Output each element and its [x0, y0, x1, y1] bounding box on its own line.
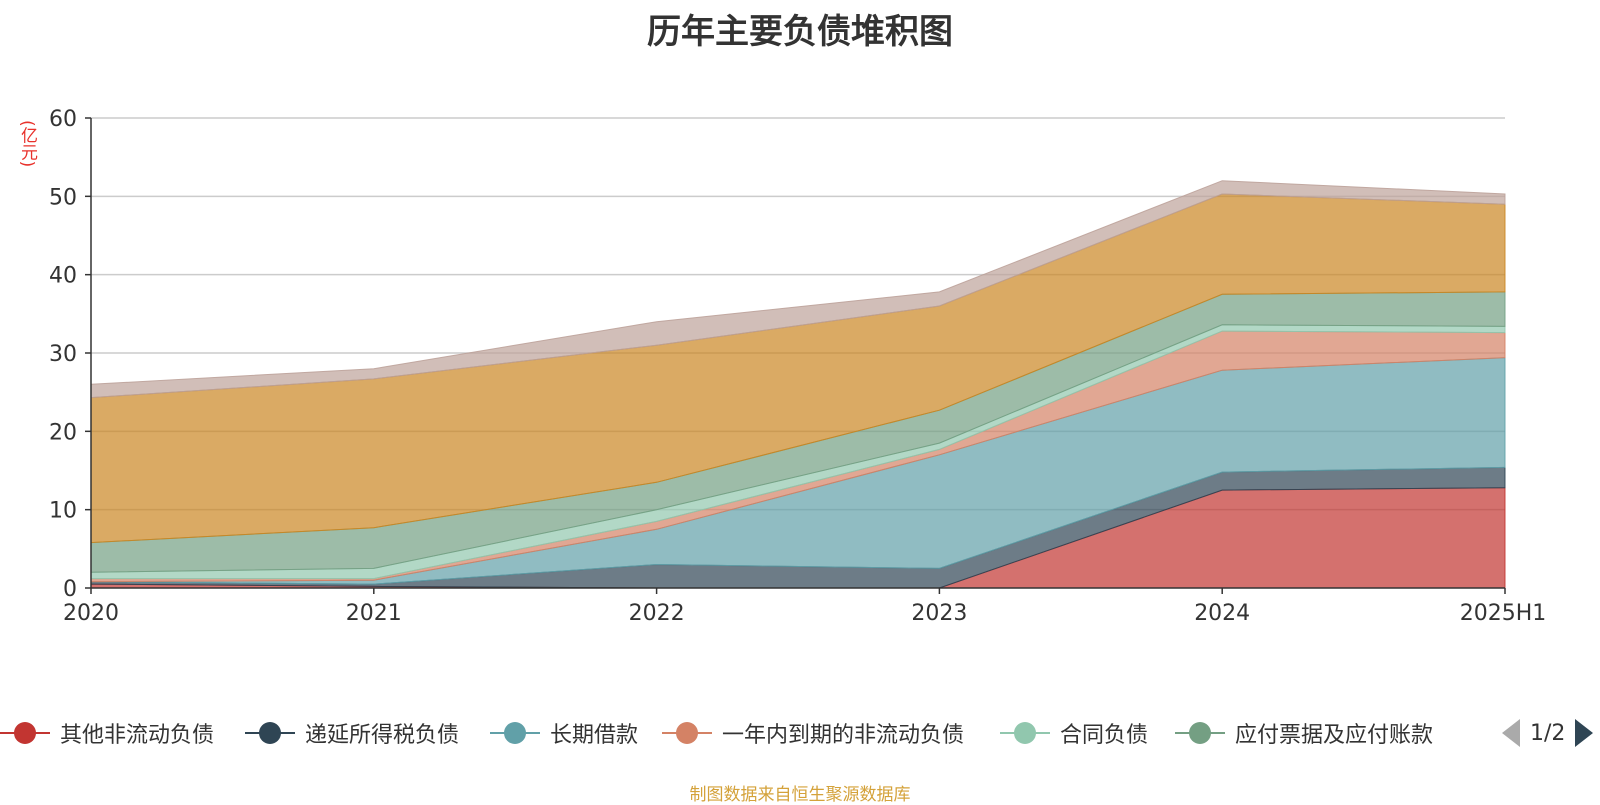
x-tick-label: 2020 [63, 601, 119, 626]
y-tick-label: 60 [49, 107, 77, 132]
legend-page-indicator: 1/2 [1530, 720, 1566, 746]
chart-title: 历年主要负债堆积图 [647, 12, 953, 52]
legend-prev-page-icon[interactable] [1502, 719, 1520, 747]
legend-pager: 1/2 [1502, 716, 1594, 750]
legend: 其他非流动负债 递延所得税负债 长期借款 一年内到期的非流动负债 合同负债 应付票据及应付… [0, 716, 1600, 750]
legend-label: 合同负债 [1060, 723, 1149, 748]
tick-labels: 0 10 20 30 40 50 60 2020 2021 2022 2023 2024 2025H1 [49, 107, 1546, 626]
legend-item[interactable]: 其他非流动负债 [0, 716, 214, 750]
legend-label: 应付票据及应付账款 [1235, 723, 1434, 748]
legend-next-page-icon[interactable] [1575, 719, 1594, 747]
axes [85, 117, 1506, 594]
area-series-7[interactable] [90, 180, 1506, 399]
x-tick-label: 2022 [629, 601, 685, 626]
legend-item[interactable]: 递延所得税负债 [245, 716, 459, 750]
legend-marker-icon [662, 716, 712, 750]
legend-label: 递延所得税负债 [305, 723, 460, 748]
y-axis-unit-label: (亿元) [17, 120, 37, 168]
stacked-area-chart: 0 10 20 30 40 50 60 2020 2021 2022 2023 2024 2025H1 [49, 107, 1546, 626]
legend-marker-icon [490, 716, 540, 750]
y-tick-label: 40 [49, 264, 77, 289]
y-tick-label: 30 [49, 342, 77, 367]
y-tick-label: 10 [49, 499, 77, 524]
legend-marker-icon [1000, 716, 1050, 750]
area-series [90, 180, 1506, 589]
legend-item[interactable]: 长期借款 [490, 716, 638, 750]
x-tick-label: 2021 [346, 601, 402, 626]
source-note: 制图数据来自恒生聚源数据库 [689, 785, 911, 805]
legend-marker-icon [0, 716, 50, 750]
legend-label: 其他非流动负债 [60, 723, 215, 748]
x-tick-label: 2023 [911, 601, 967, 626]
legend-label: 长期借款 [550, 723, 639, 748]
legend-marker-icon [245, 716, 295, 750]
legend-item[interactable]: 应付票据及应付账款 [1175, 716, 1433, 750]
y-tick-label: 20 [49, 420, 77, 445]
y-tick-label: 0 [63, 577, 77, 602]
x-tick-label: 2024 [1194, 601, 1250, 626]
legend-item[interactable]: 合同负债 [1000, 716, 1148, 750]
legend-marker-icon [1175, 716, 1225, 750]
x-tick-label: 2025H1 [1460, 601, 1547, 626]
y-tick-label: 50 [49, 185, 77, 210]
legend-item[interactable]: 一年内到期的非流动负债 [662, 716, 964, 750]
legend-label: 一年内到期的非流动负债 [722, 723, 965, 748]
